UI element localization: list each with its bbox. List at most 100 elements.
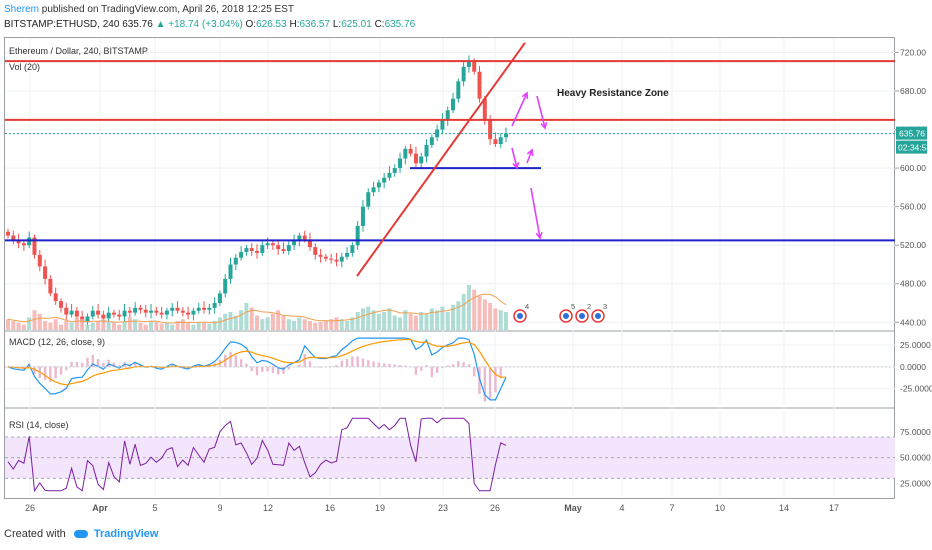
- x-tick-label: 17: [829, 503, 839, 513]
- rsi-tick-label: 25.0000: [900, 479, 931, 489]
- candle-body: [180, 310, 185, 313]
- volume-bar: [191, 324, 196, 330]
- forecast-arrow: [511, 92, 528, 127]
- volume-bar: [382, 312, 387, 330]
- candle-body: [429, 137, 434, 145]
- volume-bar: [456, 301, 461, 330]
- macd-histogram-bar: [239, 359, 243, 367]
- macd-histogram-bar: [319, 366, 322, 368]
- volume-bar: [504, 312, 508, 330]
- candle-body: [466, 62, 471, 67]
- volume-bar: [276, 310, 281, 330]
- x-tick-label: 26: [490, 503, 500, 513]
- forecast-arrow: [536, 95, 546, 129]
- candle-body: [96, 310, 101, 315]
- macd-histogram-bar: [266, 366, 269, 372]
- candle-body: [53, 293, 58, 302]
- volume-bar: [111, 322, 116, 330]
- volume-bar: [440, 306, 445, 330]
- candle-body: [366, 192, 371, 207]
- volume-bar: [477, 295, 482, 330]
- candle-body: [424, 144, 429, 157]
- rsi-tick-label: 50.0000: [900, 453, 931, 463]
- open-value: 626.53: [256, 19, 287, 30]
- macd-histogram-bar: [102, 362, 105, 367]
- candle-body: [43, 266, 48, 279]
- volume-bar: [392, 315, 397, 330]
- macd-histogram-bar: [377, 362, 381, 367]
- macd-histogram-bar: [393, 364, 396, 367]
- candle-body: [154, 310, 159, 313]
- volume-bar: [360, 308, 365, 330]
- macd-histogram-bar: [494, 366, 497, 393]
- candle-body: [350, 245, 355, 253]
- macd-histogram-bar: [314, 366, 317, 368]
- volume-bar: [270, 313, 275, 330]
- event-count: 4: [525, 302, 529, 311]
- volume-bar: [429, 308, 434, 330]
- candle-body: [69, 310, 74, 315]
- arrow-head: [512, 161, 520, 170]
- volume-bar: [69, 322, 74, 330]
- macd-histogram-bar: [276, 366, 280, 375]
- event-flag-inner: [563, 313, 569, 319]
- signal-line: [7, 338, 506, 386]
- macd-histogram-bar: [287, 366, 290, 370]
- macd-histogram-bar: [33, 366, 36, 375]
- volume-bar: [80, 319, 85, 330]
- candle-body: [461, 66, 466, 82]
- last-price-tag: [896, 126, 927, 140]
- arrow-head: [526, 148, 534, 157]
- candle-body: [196, 307, 201, 311]
- candle-body: [387, 172, 392, 178]
- candle-body: [403, 148, 408, 159]
- macd-histogram-bar: [329, 366, 333, 367]
- candle-body: [286, 245, 291, 251]
- macd-histogram-bar: [91, 354, 94, 367]
- macd-histogram-bar: [298, 364, 301, 367]
- candle-body: [339, 256, 344, 262]
- candle-body: [281, 249, 286, 251]
- volume-bar: [244, 303, 249, 330]
- author-link[interactable]: Sherem: [4, 4, 40, 15]
- volume-bar: [413, 315, 418, 330]
- macd-histogram-bar: [43, 366, 47, 380]
- volume-bar: [186, 322, 191, 330]
- volume-bar: [286, 319, 291, 330]
- volume-label: Vol (20): [9, 62, 40, 72]
- close-value: 635.76: [384, 19, 416, 30]
- candle-body: [16, 240, 21, 244]
- macd-line: [7, 337, 507, 401]
- volume-bar: [435, 310, 440, 330]
- macd-tick-label: 0.0000: [900, 362, 926, 372]
- candle-body: [493, 139, 498, 145]
- macd-tick-label: -25.0000: [900, 384, 932, 394]
- macd-histogram-bar: [54, 366, 57, 379]
- open-label: O:: [245, 19, 257, 30]
- forecast-arrow: [530, 187, 541, 239]
- publish-info: Sherem published on TradingView.com, Apr…: [4, 4, 294, 15]
- macd-histogram-bar: [197, 364, 200, 367]
- candle-body: [297, 235, 302, 241]
- candle-body: [318, 254, 323, 257]
- volume-bar: [74, 317, 79, 330]
- macd-histogram-bar: [65, 366, 68, 371]
- macd-histogram-bar: [420, 366, 423, 371]
- candle-body: [11, 235, 16, 241]
- volume-bar: [339, 319, 344, 330]
- price-chart[interactable]: 26 Apr 5 9 12 16 19 23 26 May 4 7 10 14 17720.00680.00…: [0, 0, 932, 520]
- volume-bar: [122, 321, 127, 330]
- event-count: 3: [603, 302, 607, 311]
- volume-bar: [6, 319, 10, 330]
- tradingview-link[interactable]: TradingView: [93, 528, 159, 540]
- macd-histogram-bar: [245, 363, 248, 367]
- volume-bar: [318, 321, 323, 330]
- volume-bar: [164, 322, 169, 330]
- x-tick-label: 12: [263, 503, 273, 513]
- volume-bar: [350, 317, 355, 330]
- candle-body: [175, 307, 180, 311]
- candle-body: [117, 314, 122, 317]
- x-tick-label: Apr: [92, 503, 108, 513]
- low-label: L:: [332, 19, 342, 30]
- candle-body: [217, 293, 222, 304]
